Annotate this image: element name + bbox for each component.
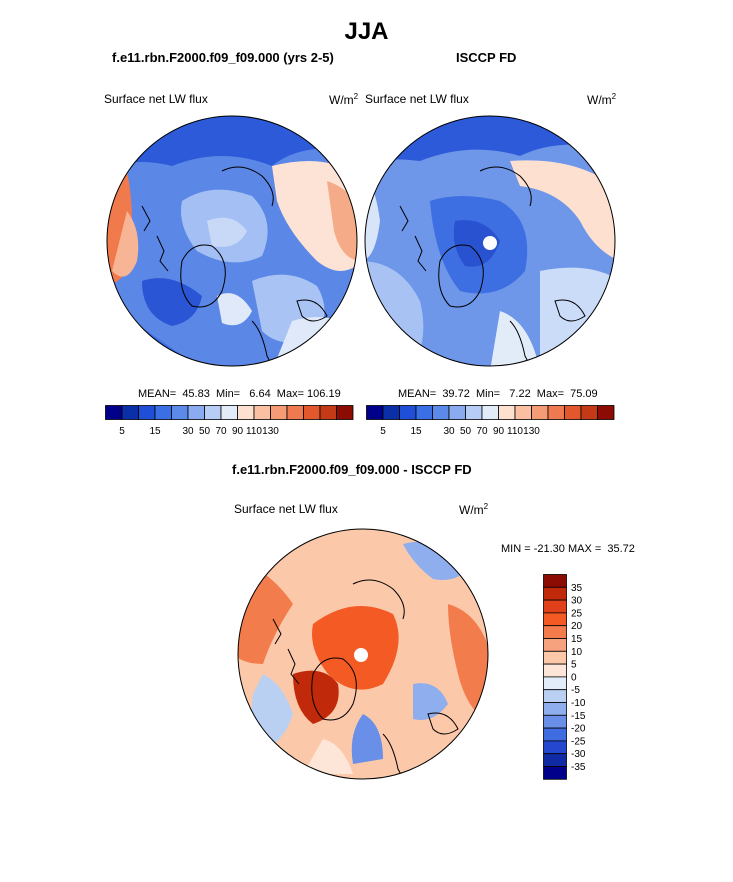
colorbar-tick-label: 90 (232, 426, 244, 437)
obs-colorbar: 5 15 30 50 70 90 110 130 (366, 405, 615, 437)
colorbar-tick-label: 30 (182, 426, 194, 437)
colorbar-swatch (543, 638, 567, 652)
colorbar-tick-label: 5 (380, 426, 386, 437)
colorbar-swatch (105, 405, 123, 420)
colorbar-swatch (564, 405, 582, 420)
colorbar-tick-label: 0 (571, 672, 577, 683)
diff-stats: MIN = -21.30 MAX = 35.72 (501, 543, 635, 555)
colorbar-swatch (514, 405, 532, 420)
colorbar-swatch (204, 405, 222, 420)
colorbar-tick-label: -25 (571, 736, 586, 747)
colorbar-swatch (543, 663, 567, 678)
diff-variable-label: Surface net LW flux (234, 502, 338, 516)
colorbar-swatch (220, 405, 238, 420)
colorbar-swatch (448, 405, 466, 420)
colorbar-tick-label: 15 (410, 426, 422, 437)
colorbar-swatch (138, 405, 156, 420)
colorbar-swatch (154, 405, 172, 420)
colorbar-swatch (465, 405, 483, 420)
colorbar-tick-label: -20 (571, 724, 586, 735)
colorbar-tick-label: -30 (571, 749, 586, 760)
colorbar-swatch (366, 405, 384, 420)
colorbar-tick-label: -15 (571, 711, 586, 722)
colorbar-swatch (543, 574, 567, 588)
colorbar-swatch (580, 405, 598, 420)
colorbar-swatch (543, 625, 567, 639)
colorbar-swatch (543, 599, 567, 614)
colorbar-tick-label: -35 (571, 762, 586, 773)
model-colorbar: 5 15 30 50 70 90 110 130 (105, 405, 354, 437)
colorbar-swatch (319, 405, 337, 420)
colorbar-swatch (543, 676, 567, 691)
colorbar-swatch (547, 405, 565, 420)
colorbar-swatch (336, 405, 354, 420)
colorbar-tick-label: 5 (119, 426, 125, 437)
colorbar-swatch (531, 405, 549, 420)
colorbar-tick-label: 10 (571, 647, 583, 658)
diff-panel-title: f.e11.rbn.F2000.f09_f09.000 - ISCCP FD (232, 462, 472, 477)
colorbar-tick-label: 15 (571, 634, 583, 645)
obs-stats: MEAN= 39.72 Min= 7.22 Max= 75.09 (398, 388, 598, 400)
colorbar-swatch (543, 766, 567, 780)
colorbar-swatch (498, 405, 516, 420)
colorbar-swatch (543, 740, 567, 755)
colorbar-tick-label: 50 (199, 426, 211, 437)
obs-variable-label: Surface net LW flux (365, 92, 469, 106)
colorbar-tick-label: 50 (460, 426, 472, 437)
colorbar-tick-label: 25 (571, 608, 583, 619)
colorbar-swatch (382, 405, 400, 420)
colorbar-swatch (543, 714, 567, 729)
colorbar-swatch (187, 405, 205, 420)
colorbar-tick-label: 70 (215, 426, 227, 437)
colorbar-swatch (543, 727, 567, 742)
colorbar-tick-label: 70 (476, 426, 488, 437)
obs-polar-map (364, 115, 616, 367)
model-polar-map (106, 115, 358, 367)
obs-panel-title: ISCCP FD (456, 50, 517, 65)
colorbar-swatch (597, 405, 615, 420)
colorbar-swatch (543, 650, 567, 665)
colorbar-swatch (270, 405, 288, 420)
pole-missing-data-dot (354, 648, 368, 662)
colorbar-swatch (543, 689, 567, 703)
colorbar-swatch (121, 405, 139, 420)
colorbar-swatch (543, 612, 567, 627)
colorbar-swatch (415, 405, 433, 420)
colorbar-tick-label: 110 (246, 426, 262, 437)
model-units-label: W/m2 (329, 92, 359, 107)
figure-title: JJA (344, 18, 389, 45)
colorbar-tick-label: 110 (507, 426, 523, 437)
colorbar-tick-label: 5 (571, 660, 577, 671)
colorbar-tick-label: 30 (443, 426, 455, 437)
diff-units-label: W/m2 (459, 502, 489, 517)
pole-missing-data-dot (483, 236, 497, 250)
model-variable-label: Surface net LW flux (104, 92, 208, 106)
colorbar-tick-label: 90 (493, 426, 505, 437)
model-panel-title: f.e11.rbn.F2000.f09_f09.000 (yrs 2-5) (112, 50, 334, 65)
colorbar-tick-label: 15 (149, 426, 161, 437)
obs-units-label: W/m2 (587, 92, 617, 107)
colorbar-swatch (543, 702, 567, 716)
colorbar-swatch (303, 405, 321, 420)
colorbar-swatch (286, 405, 304, 420)
colorbar-tick-label: -5 (571, 685, 580, 696)
colorbar-tick-label: 20 (571, 621, 583, 632)
colorbar-swatch (543, 586, 567, 601)
colorbar-tick-label: -10 (571, 698, 586, 709)
colorbar-tick-label: 30 (571, 596, 583, 607)
colorbar-swatch (171, 405, 189, 420)
colorbar-swatch (237, 405, 255, 420)
colorbar-swatch (399, 405, 417, 420)
colorbar-swatch (253, 405, 271, 420)
colorbar-tick-label: 35 (571, 583, 583, 594)
diff-polar-map (237, 528, 489, 780)
colorbar-swatch (432, 405, 450, 420)
colorbar-swatch (481, 405, 499, 420)
model-stats: MEAN= 45.83 Min= 6.64 Max= 106.19 (138, 388, 341, 400)
colorbar-tick-label: 130 (262, 426, 279, 437)
colorbar-swatch (543, 753, 567, 767)
colorbar-tick-label: 130 (523, 426, 540, 437)
